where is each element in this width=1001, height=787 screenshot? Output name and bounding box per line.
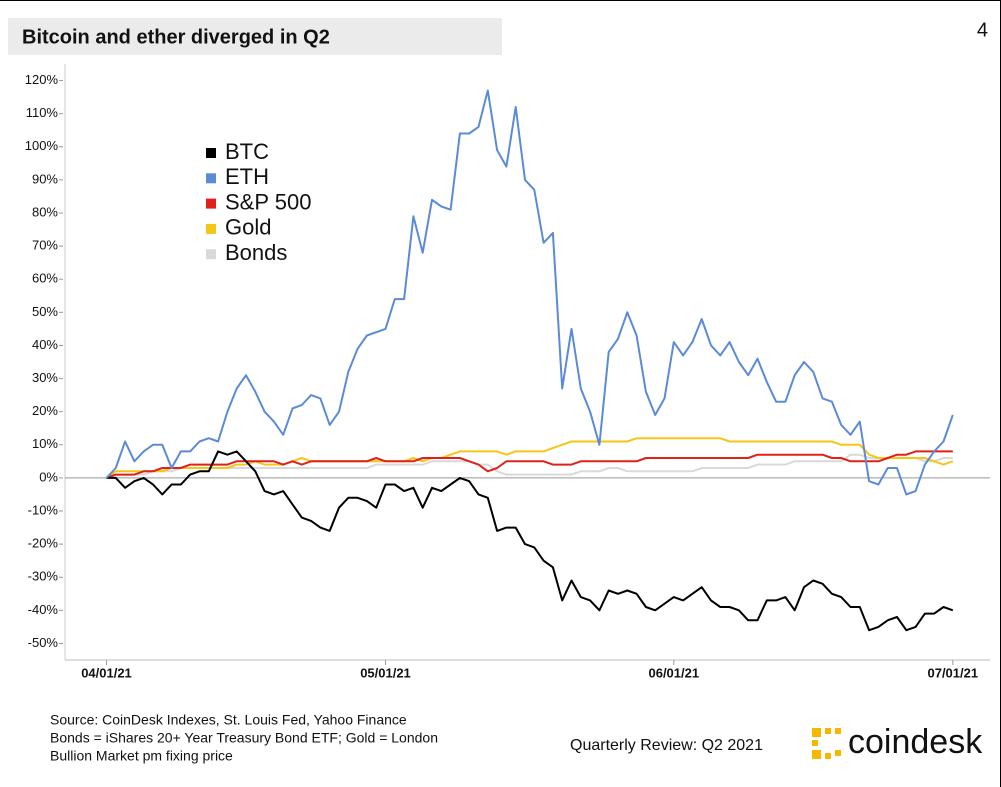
brand-icon xyxy=(812,728,841,759)
y-tick-label: 10% xyxy=(32,436,58,451)
source-note: Source: CoinDesk Indexes, St. Louis Fed,… xyxy=(50,712,407,728)
y-tick-label: 20% xyxy=(32,403,58,418)
y-tick-label: 50% xyxy=(32,304,58,319)
legend-label: BTC xyxy=(225,139,269,164)
series-line xyxy=(105,89,954,496)
y-tick-label: 60% xyxy=(32,271,58,286)
source-note: Bullion Market pm fixing price xyxy=(50,748,233,764)
title-box xyxy=(8,18,502,55)
y-tick-label: 0% xyxy=(39,469,58,484)
legend-swatch xyxy=(206,148,216,158)
source-note: Bonds = iShares 20+ Year Treasury Bond E… xyxy=(50,730,438,746)
y-tick-label: -40% xyxy=(28,602,59,617)
y-tick-label: 80% xyxy=(32,204,58,219)
review-label: Quarterly Review: Q2 2021 xyxy=(570,737,763,754)
series-line xyxy=(106,450,954,632)
legend-label: ETH xyxy=(225,164,269,189)
series-line xyxy=(106,453,953,479)
brand-name: coindesk xyxy=(848,723,983,761)
y-tick-label: 90% xyxy=(32,171,58,186)
y-tick-label: 30% xyxy=(32,370,58,385)
x-tick-label: 05/01/21 xyxy=(360,665,411,680)
y-tick-label: -50% xyxy=(28,635,59,650)
legend-swatch xyxy=(206,249,216,260)
legend-swatch xyxy=(206,223,216,234)
legend-label: Gold xyxy=(225,215,271,240)
x-tick-label: 07/01/21 xyxy=(927,665,978,680)
legend-label: S&P 500 xyxy=(225,189,311,214)
y-tick-label: 40% xyxy=(32,337,58,352)
y-tick-label: 110% xyxy=(26,105,59,120)
y-tick-label: 70% xyxy=(32,238,58,253)
legend-swatch xyxy=(206,173,216,184)
y-tick-label: 120% xyxy=(25,72,59,87)
y-tick-label: -30% xyxy=(28,569,59,584)
y-tick-label: -10% xyxy=(28,502,59,517)
legend-label: Bonds xyxy=(225,240,287,265)
series-line xyxy=(106,450,953,479)
legend-swatch xyxy=(206,198,216,209)
page-number: 4 xyxy=(977,19,988,41)
x-tick-label: 04/01/21 xyxy=(81,665,132,680)
series-line xyxy=(105,437,954,479)
y-tick-label: -20% xyxy=(28,536,59,551)
chart-title: Bitcoin and ether diverged in Q2 xyxy=(22,26,330,48)
y-tick-label: 100% xyxy=(25,138,59,153)
x-tick-label: 06/01/21 xyxy=(648,665,699,680)
